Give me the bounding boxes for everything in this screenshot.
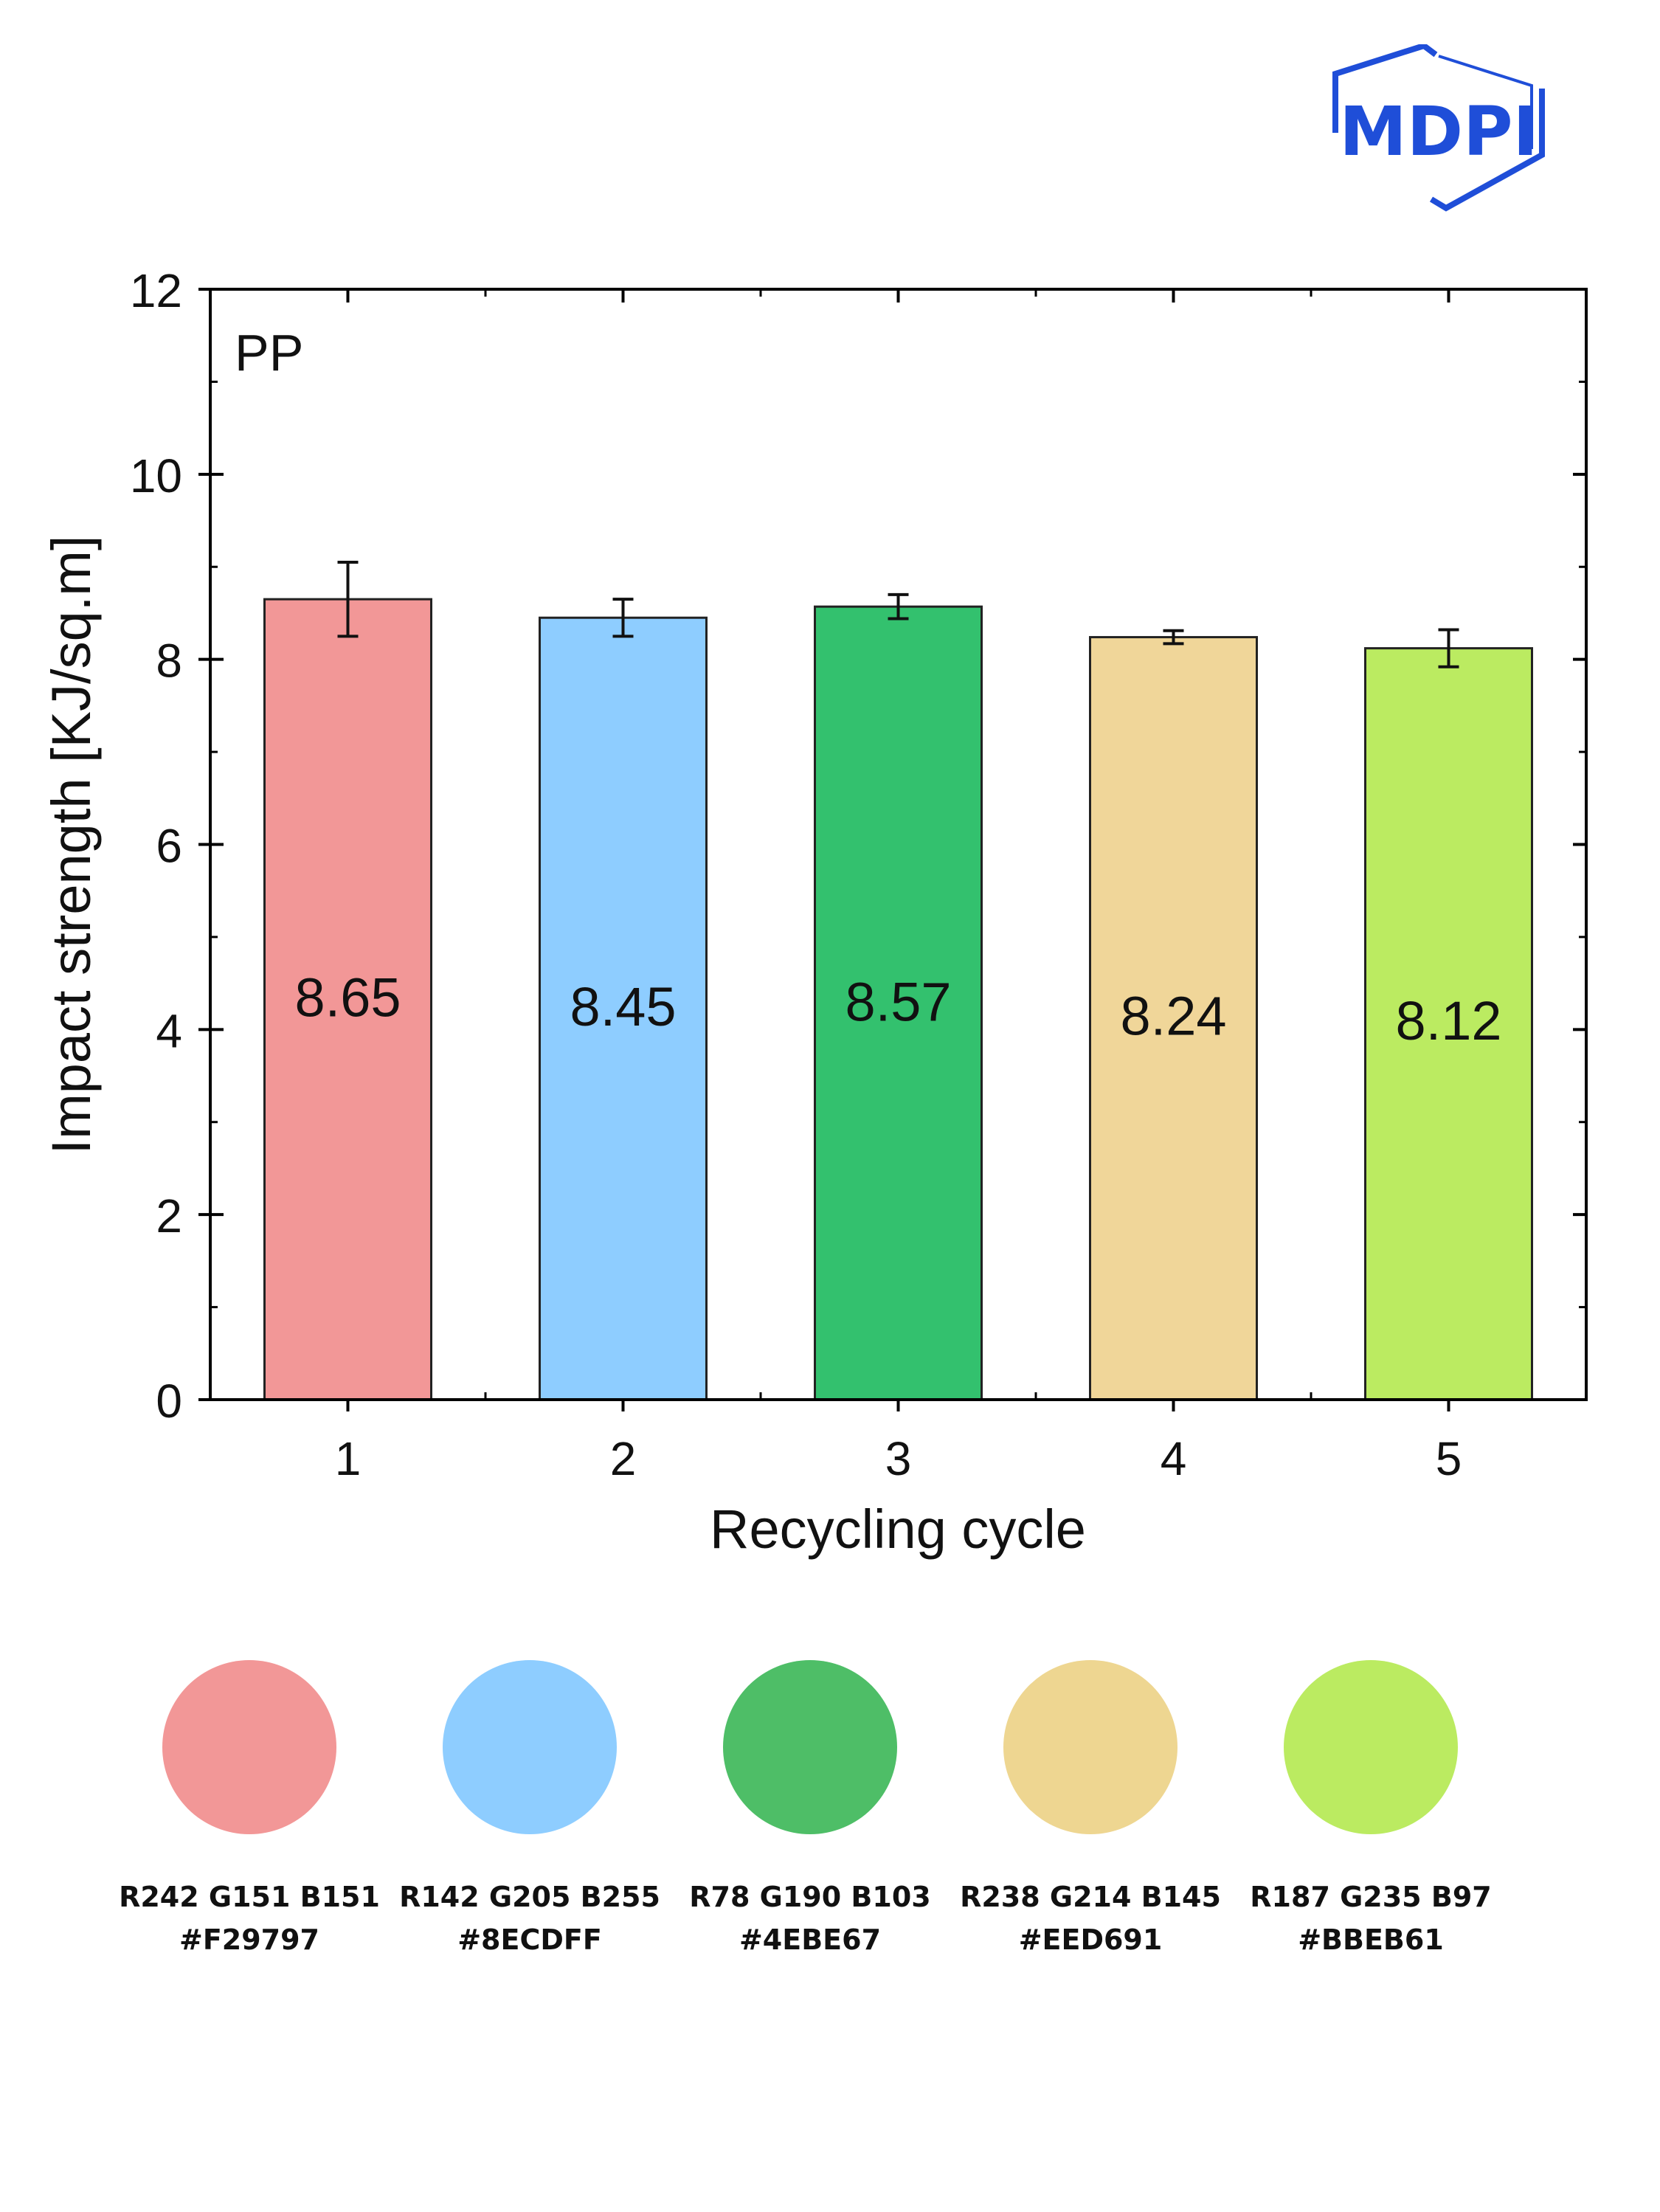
y-tick-label: 0 [156,1375,182,1428]
swatch-rgb: R187 G235 B97 [1250,1881,1492,1913]
bars [263,560,1533,1401]
bar-3 [814,605,983,1401]
swatch-hex: #4EBE67 [739,1924,882,1956]
plot-frame [209,288,1588,1401]
bar-value-label: 8.45 [570,976,676,1037]
swatch-hex: #BBEB61 [1298,1924,1444,1956]
bar-4 [1089,636,1258,1401]
bar-value-label: 8.65 [294,967,401,1028]
swatch-rgb: R238 G214 B145 [960,1881,1221,1913]
swatch-4: R238 G214 B145 #EED691 [950,1660,1231,1961]
swatch-circle [1284,1660,1458,1834]
logo-hexagon-inner [1438,55,1533,149]
swatch-rgb: R242 G151 B151 [119,1881,380,1913]
bar-value-label: 8.24 [1120,986,1226,1047]
x-tick-label: 3 [885,1432,912,1485]
y-tick-label: 8 [156,635,182,688]
color-swatches: R242 G151 B151 #F29797 R142 G205 B255 #8… [0,1660,1660,2029]
y-tick-label: 10 [130,449,182,502]
y-axis-title: Impact strength [KJ/sq.m] [41,536,102,1155]
swatch-circle [1003,1660,1177,1834]
x-axis-title: Recycling cycle [710,1499,1086,1560]
bar-value-label: 8.57 [845,972,951,1033]
y-tick-label: 12 [130,264,182,317]
x-tick-label: 4 [1161,1432,1187,1485]
swatch-hex: #EED691 [1018,1924,1163,1956]
swatch-1: R242 G151 B151 #F29797 [109,1660,390,1961]
swatch-circle [723,1660,897,1834]
x-tick-label: 5 [1436,1432,1462,1485]
swatch-5: R187 G235 B97 #BBEB61 [1231,1660,1511,1961]
plot-annotation: PP [235,324,303,381]
swatch-circle [443,1660,617,1834]
bar-2 [539,616,708,1401]
x-tick-label: 1 [335,1432,362,1485]
logo-text: MDPI [1339,92,1538,171]
swatch-rgb: R142 G205 B255 [399,1881,660,1913]
x-tick-label: 2 [610,1432,637,1485]
swatch-2: R142 G205 B255 #8ECDFF [390,1660,670,1961]
logo-hexagon-frame [1332,44,1545,212]
swatch-rgb: R78 G190 B103 [689,1881,931,1913]
y-tick-label: 4 [156,1004,182,1057]
y-tick-label: 6 [156,820,182,873]
swatch-circle [162,1660,336,1834]
bar-value-label: 8.12 [1395,990,1501,1051]
y-tick-label: 2 [156,1189,182,1242]
swatch-hex: #8ECDFF [457,1924,602,1956]
mdpi-logo: MDPI [1332,44,1545,212]
swatch-3: R78 G190 B103 #4EBE67 [670,1660,950,1961]
bar-1 [263,598,432,1401]
swatch-hex: #F29797 [179,1924,319,1956]
